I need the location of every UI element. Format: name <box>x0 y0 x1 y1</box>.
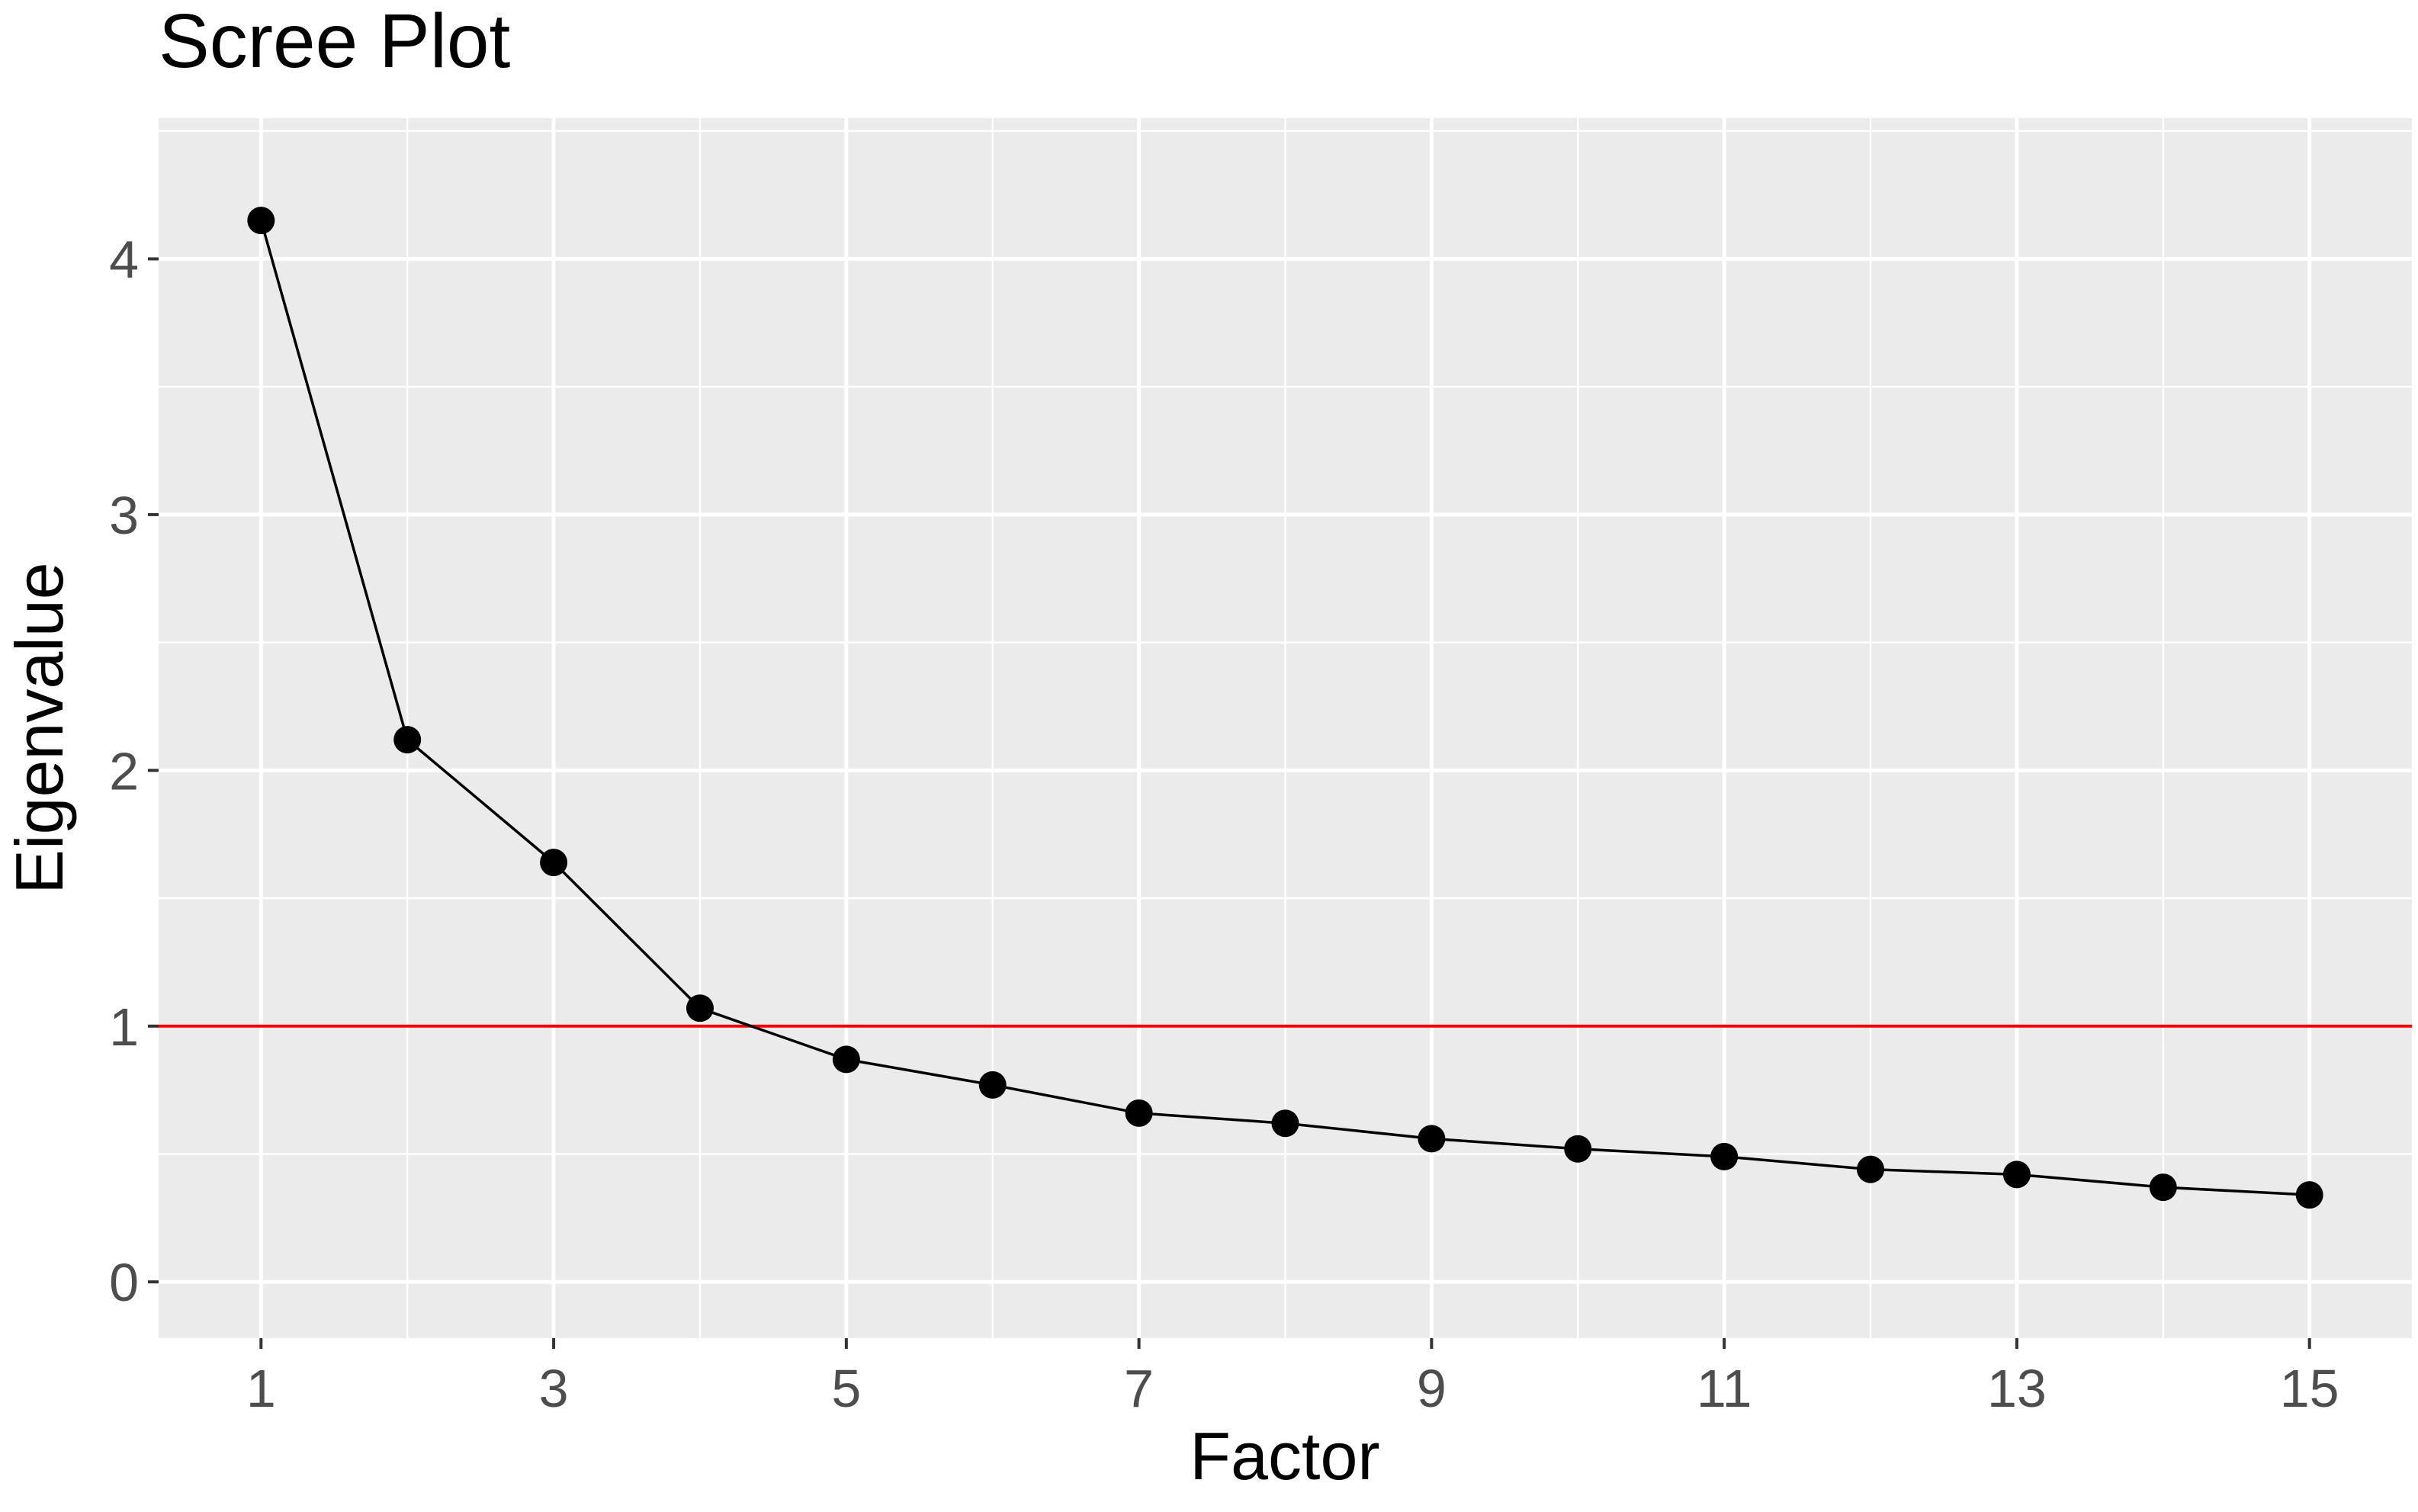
x-tick-label: 9 <box>1417 1359 1447 1418</box>
data-point <box>540 849 568 877</box>
data-point <box>686 994 714 1022</box>
data-point <box>832 1045 860 1074</box>
data-point <box>1710 1142 1739 1170</box>
y-axis-title: Eigenvalue <box>2 562 77 894</box>
x-tick-label: 1 <box>246 1359 276 1418</box>
data-point <box>247 207 275 235</box>
y-tick-label: 1 <box>109 997 139 1057</box>
data-point <box>2295 1181 2323 1209</box>
data-point <box>978 1071 1007 1099</box>
x-tick-label: 3 <box>539 1359 569 1418</box>
x-tick-label: 13 <box>1987 1359 2047 1418</box>
x-tick-label: 7 <box>1124 1359 1154 1418</box>
y-axis-ticks: 0 1 2 3 4 <box>109 230 159 1312</box>
x-tick-label: 15 <box>2280 1359 2339 1418</box>
x-axis-title: Factor <box>1190 1418 1379 1494</box>
data-point <box>1857 1155 1885 1183</box>
data-point <box>393 726 422 754</box>
chart-title: Scree Plot <box>159 0 511 84</box>
data-point <box>1125 1099 1153 1127</box>
data-point <box>1564 1135 1592 1163</box>
minor-gridlines <box>159 118 2412 1338</box>
x-tick-label: 5 <box>831 1359 861 1418</box>
series-layer <box>247 207 2323 1209</box>
data-point <box>2002 1160 2031 1189</box>
x-axis-ticks: 1 3 5 7 9 11 13 15 <box>246 1338 2339 1418</box>
y-tick-label: 4 <box>109 230 139 289</box>
y-tick-label: 2 <box>109 741 139 801</box>
data-point <box>2149 1173 2177 1202</box>
x-tick-label: 11 <box>1697 1359 1752 1418</box>
y-tick-label: 3 <box>109 486 139 545</box>
y-tick-label: 0 <box>109 1253 139 1312</box>
data-point <box>1418 1125 1446 1153</box>
data-point <box>1271 1109 1299 1138</box>
